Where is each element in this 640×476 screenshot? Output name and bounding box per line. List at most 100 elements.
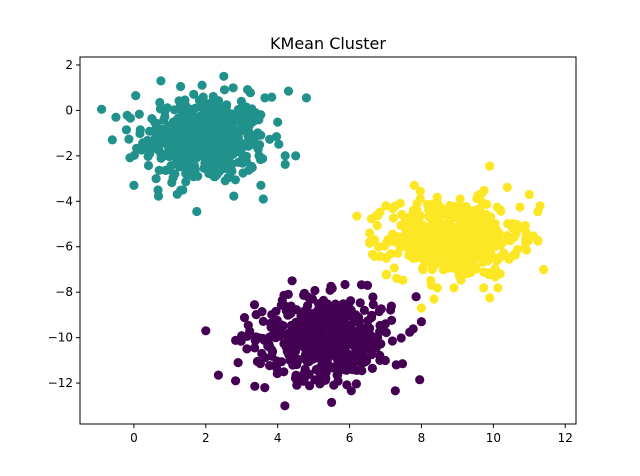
scatter-point: [135, 125, 145, 135]
scatter-point: [176, 81, 186, 92]
scatter-point: [449, 283, 459, 293]
scatter-point: [387, 336, 397, 346]
scatter-point: [246, 130, 256, 140]
scatter-point: [148, 141, 158, 151]
scatter-point: [391, 360, 401, 370]
scatter-point: [485, 161, 495, 171]
scatter-point: [97, 104, 107, 114]
scatter-point: [229, 191, 239, 201]
scatter-point: [149, 134, 159, 144]
scatter-point: [283, 86, 294, 96]
scatter-point: [185, 117, 195, 127]
scatter-point: [446, 248, 456, 258]
y-tick-label: 0: [65, 103, 73, 117]
scatter-point: [425, 225, 435, 235]
scatter-point: [124, 134, 134, 144]
scatter-point: [370, 336, 380, 346]
scatter-point: [311, 346, 321, 356]
scatter-point: [424, 257, 434, 268]
scatter-point: [521, 227, 531, 237]
scatter-point: [125, 113, 135, 123]
scatter-point: [415, 375, 425, 385]
scatter-point: [502, 182, 512, 192]
scatter-point: [228, 83, 238, 93]
scatter-point: [426, 275, 436, 285]
scatter-point: [239, 313, 250, 323]
scatter-point: [185, 139, 195, 149]
scatter-point: [191, 127, 201, 137]
scatter-point: [351, 379, 361, 389]
scatter-point: [429, 294, 439, 304]
scatter-point: [515, 202, 525, 212]
scatter-point: [129, 150, 139, 160]
scatter-point: [286, 309, 296, 319]
scatter-point: [302, 345, 312, 355]
scatter-point: [406, 241, 416, 252]
scatter-point: [249, 300, 260, 310]
scatter-point: [291, 370, 301, 380]
scatter-point: [381, 253, 391, 263]
scatter-point: [471, 262, 481, 272]
scatter-point: [321, 368, 331, 378]
scatter-point: [520, 220, 530, 231]
scatter-point: [439, 246, 449, 257]
scatter-point: [153, 185, 163, 195]
scatter-point: [266, 322, 276, 332]
scatter-point: [217, 119, 227, 129]
scatter-point: [495, 269, 505, 279]
scatter-point: [426, 233, 436, 243]
scatter-point: [219, 71, 229, 81]
scatter-point: [443, 220, 454, 230]
scatter-point: [454, 212, 464, 223]
scatter-point: [274, 139, 284, 149]
scatter-point: [295, 317, 305, 327]
scatter-point: [168, 137, 178, 147]
scatter-point: [493, 283, 503, 293]
scatter-point: [111, 112, 121, 122]
y-tick-label: 2: [65, 58, 73, 72]
scatter-point: [352, 365, 362, 375]
scatter-point: [433, 199, 443, 209]
scatter-point: [445, 200, 455, 211]
scatter-point: [511, 219, 522, 229]
scatter-point: [129, 180, 139, 190]
y-tick-label: −10: [48, 331, 73, 345]
scatter-point: [252, 356, 262, 367]
scatter-point: [479, 233, 489, 243]
x-tick-label: 8: [418, 431, 426, 445]
scatter-point: [368, 292, 378, 302]
scatter-point: [372, 220, 382, 231]
scatter-point: [486, 248, 496, 258]
scatter-point: [167, 177, 177, 188]
scatter-point: [286, 320, 297, 330]
scatter-point: [405, 327, 415, 337]
y-tick-label: −6: [55, 240, 73, 254]
scatter-point: [250, 381, 260, 391]
scatter-point: [329, 344, 339, 354]
scatter-point: [230, 175, 240, 185]
scatter-point: [535, 201, 545, 211]
scatter-point: [280, 159, 290, 169]
scatter-point: [250, 336, 260, 346]
scatter-point: [413, 242, 423, 252]
scatter-point: [283, 289, 293, 299]
scatter-point: [267, 345, 277, 355]
scatter-point: [389, 263, 399, 273]
scatter-point: [169, 105, 180, 115]
y-tick-label: −2: [55, 149, 73, 163]
scatter-point: [412, 198, 422, 208]
scatter-point: [408, 253, 418, 263]
y-tick-label: −8: [55, 285, 73, 299]
scatter-point: [195, 111, 205, 121]
scatter-point: [299, 369, 309, 379]
scatter-point: [155, 104, 165, 114]
scatter-point: [380, 355, 390, 366]
scatter-point: [280, 151, 290, 161]
scatter-point: [255, 140, 265, 150]
scatter-point: [228, 146, 238, 156]
scatter-point: [362, 280, 373, 290]
scatter-point: [159, 115, 169, 125]
scatter-point: [131, 91, 141, 101]
scatter-point: [257, 307, 267, 317]
